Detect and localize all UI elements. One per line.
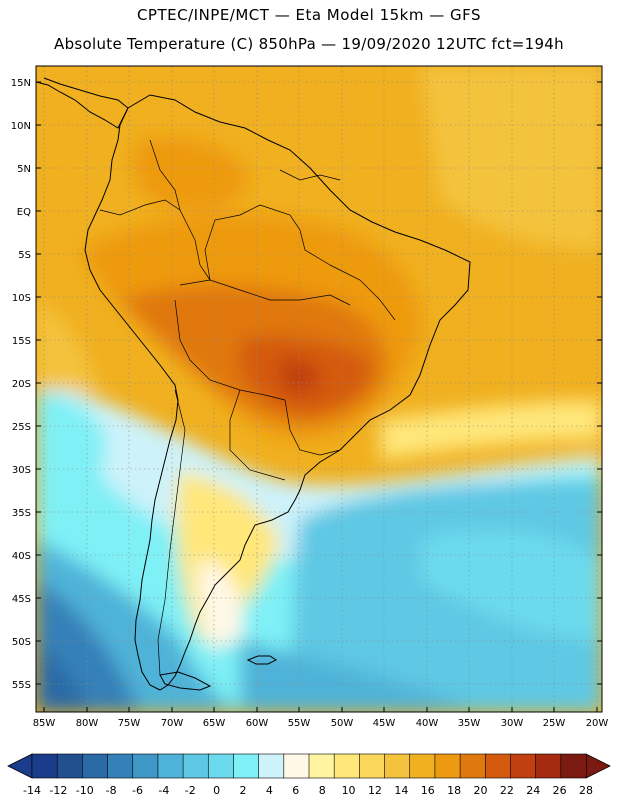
lat-label: 5N [17,164,31,175]
lat-label: EQ [17,207,31,218]
colorbar-swatch [157,753,184,779]
colorbar-label: 12 [368,784,382,797]
colorbar-swatch [308,753,335,779]
falklands [246,655,277,665]
colorbar-swatch [560,753,587,779]
latitude-labels: 15N 10N 5N EQ 5S 10S 15S 20S 25S 30S 35S… [11,78,31,691]
colorbar: -14 -12 -10 -8 -6 -4 -2 0 2 4 6 8 10 12 14 16 18 20 22 24 26… [7,753,611,797]
lon-label: 40W [416,718,439,729]
colorbar-swatch [359,753,386,779]
colorbar-swatch [459,753,486,779]
colorbar-swatch [484,753,512,779]
colorbar-swatch [283,753,310,779]
lon-label: 20W [586,718,609,729]
colorbar-swatch [434,753,461,779]
colorbar-swatch [535,753,562,779]
colorbar-label: -14 [23,784,41,797]
colorbar-max-arrow [585,753,611,779]
lat-label: 15S [12,336,31,347]
colorbar-swatch [510,753,537,779]
colorbar-swatch [182,753,209,779]
colorbar-label: 26 [553,784,567,797]
colorbar-swatch [258,753,285,779]
colorbar-swatch [132,753,159,779]
lon-label: 45W [373,718,396,729]
longitude-labels: 85W 80W 75W 70W 65W 60W 55W 50W 45W 40W … [33,718,609,729]
lat-label: 45S [12,594,31,605]
colorbar-swatch [207,753,235,779]
colorbar-label: 6 [292,784,299,797]
title-line-2: Absolute Temperature (C) 850hPa — 19/09/… [54,35,564,53]
lat-label: 50S [12,637,31,648]
colorbar-swatch [56,753,83,779]
colorbar-swatch [333,753,360,779]
colorbar-label: 2 [240,784,247,797]
colorbar-label: 18 [447,784,461,797]
lon-label: 30W [501,718,524,729]
colorbar-label: -12 [49,784,67,797]
lon-label: 60W [246,718,269,729]
colorbar-swatch [384,753,411,779]
colorbar-swatch [409,753,436,779]
colorbar-label: 10 [342,784,356,797]
colorbar-label: 22 [500,784,514,797]
colorbar-label: 20 [473,784,487,797]
lat-label: 25S [12,422,31,433]
plot-frame [35,65,603,713]
colorbar-swatch [31,753,58,779]
colorbar-label: -10 [76,784,94,797]
colorbar-label: 0 [213,784,220,797]
south-america-coastline [84,94,471,691]
lon-label: 75W [118,718,141,729]
colorbar-label: 16 [421,784,435,797]
colorbar-label: -2 [185,784,196,797]
tierra-del-fuego [159,671,212,691]
lon-label: 70W [161,718,184,729]
country-borders [99,139,396,676]
lon-label: 35W [458,718,481,729]
lon-label: 65W [203,718,226,729]
lon-label: 85W [33,718,56,729]
colorbar-label: -6 [132,784,143,797]
colorbar-label: 24 [526,784,540,797]
lon-label: 80W [76,718,99,729]
colorbar-label: 14 [394,784,408,797]
lat-label: 40S [12,551,31,562]
lat-label: 20S [12,379,31,390]
lat-label: 55S [12,680,31,691]
temperature-field [36,66,602,712]
colorbar-label: 8 [319,784,326,797]
colorbar-label: 28 [579,784,593,797]
colorbar-swatch [82,753,109,779]
lat-label: 35S [12,508,31,519]
lat-label: 10N [11,121,31,132]
lat-label: 10S [12,293,31,304]
lon-label: 50W [331,718,354,729]
colorbar-label: -4 [158,784,169,797]
colorbar-swatch [233,753,260,779]
colorbar-swatch [107,753,134,779]
title-line-1: CPTEC/INPE/MCT — Eta Model 15km — GFS [136,6,482,24]
lon-label: 25W [543,718,566,729]
colorbar-label: -8 [106,784,117,797]
colorbar-min-arrow [7,753,33,779]
lon-label: 55W [288,718,311,729]
lat-label: 30S [12,465,31,476]
central-america-coastline [36,77,129,129]
colorbar-label: 4 [266,784,273,797]
lat-label: 15N [11,78,31,89]
lat-label: 5S [18,250,31,261]
